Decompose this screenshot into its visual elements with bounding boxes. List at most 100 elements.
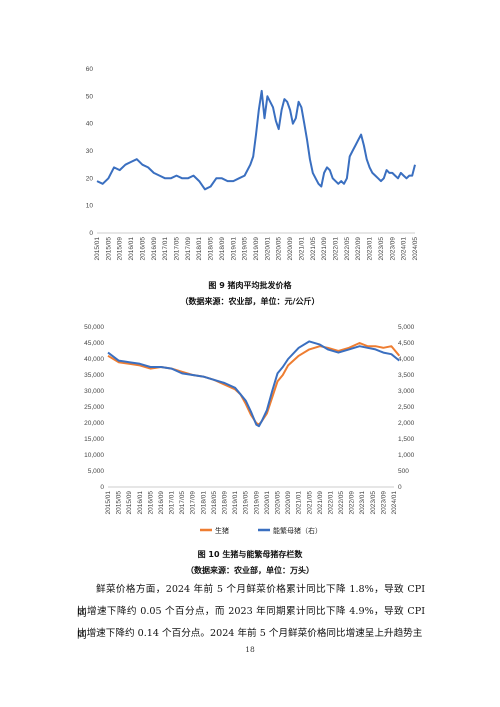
x-tick-label: 2023/09 [389, 237, 396, 261]
x-tick-label: 2023/05 [370, 491, 377, 515]
x-tick-label: 2017/09 [190, 491, 197, 515]
x-tick-label: 2019/05 [242, 237, 249, 261]
x-tick-label: 2016/05 [139, 237, 146, 261]
y-tick-label: 30 [86, 148, 94, 155]
x-tick-label: 2021/05 [306, 491, 313, 515]
y-tick-label: 15,000 [84, 436, 104, 443]
x-tick-label: 2019/01 [232, 491, 239, 515]
x-tick-label: 2015/01 [105, 491, 112, 515]
x-tick-label: 2022/05 [344, 237, 351, 261]
x-tick-label: 2020/05 [276, 237, 283, 261]
y-tick-label: 0 [100, 484, 104, 491]
x-tick-label: 2018/05 [208, 237, 215, 261]
body-line-3: 比增速下降约 0.14 个百分点。2024 年前 5 个月鲜菜价格同比增速呈上升… [77, 628, 423, 639]
body-line-2: 比增速下降约 0.05 个百分点，而 2023 年同期累计同比下降 4.9%，导… [77, 606, 425, 641]
x-tick-label: 2023/09 [380, 491, 387, 515]
y2-tick-label: 0 [398, 484, 402, 491]
legend-label: 能繁母猪（右） [273, 526, 322, 535]
x-tick-label: 2017/09 [185, 237, 192, 261]
x-tick-label: 2019/09 [253, 237, 260, 261]
x-tick-label: 2023/01 [367, 237, 374, 261]
figure9-caption: 图 9 猪肉平均批发价格 [208, 281, 292, 290]
x-tick-label: 2020/09 [287, 237, 294, 261]
x-tick-label: 2017/01 [169, 491, 176, 515]
y2-tick-label: 1,500 [398, 436, 415, 443]
x-tick-label: 2016/09 [151, 237, 158, 261]
x-tick-label: 2022/09 [355, 237, 362, 261]
x-tick-label: 2020/09 [285, 491, 292, 515]
y-tick-label: 5,000 [88, 468, 105, 475]
x-tick-label: 2022/01 [327, 491, 334, 515]
y-tick-label: 0 [89, 230, 93, 237]
x-tick-label: 2022/01 [333, 237, 340, 261]
x-tick-label: 2021/09 [321, 237, 328, 261]
x-tick-label: 2022/09 [349, 491, 356, 515]
y-tick-label: 50,000 [84, 324, 104, 331]
x-tick-label: 2016/05 [147, 491, 154, 515]
x-tick-label: 2017/01 [162, 237, 169, 261]
figure9-source: （数据来源：农业部，单位：元/公斤） [180, 297, 320, 306]
x-tick-label: 2017/05 [174, 237, 181, 261]
series-line-right [107, 340, 400, 428]
chart-hog-sow-inventory: 0 5,000 10,000 15,000 20,000 25,000 30,000 35,0… [84, 324, 415, 535]
x-tick-label: 2022/05 [338, 491, 345, 515]
x-tick-label: 2024/01 [391, 491, 398, 515]
y-tick-label: 40 [86, 121, 94, 128]
x-tick-label: 2021/01 [296, 491, 303, 515]
y-tick-label: 20,000 [84, 420, 104, 427]
y2-tick-label: 4,000 [398, 356, 415, 363]
chart-pork-wholesale-price: 0 10 20 30 40 50 60 2015/01 2015/05 2015/09 2016/0… [86, 66, 419, 261]
y2-tick-label: 3,000 [398, 388, 415, 395]
series-line-main [96, 89, 416, 191]
x-tick-label: 2015/09 [126, 491, 133, 515]
x-tick-label: 2021/01 [298, 237, 305, 261]
figure10-source: （数据来源：农业部，单位：万头） [186, 566, 314, 575]
x-tick-label: 2015/05 [116, 491, 123, 515]
x-tick-label: 2019/01 [230, 237, 237, 261]
x-tick-label: 2021/09 [317, 491, 324, 515]
x-tick-label: 2018/09 [222, 491, 229, 515]
y2-tick-label: 500 [398, 468, 409, 475]
y-tick-label: 25,000 [84, 404, 104, 411]
x-tick-label: 2019/09 [253, 491, 260, 515]
x-tick-label: 2018/09 [219, 237, 226, 261]
x-tick-label: 2020/01 [264, 491, 271, 515]
y2-tick-label: 1,000 [398, 452, 415, 459]
page-number: 18 [245, 645, 255, 654]
y2-tick-label: 4,500 [398, 340, 415, 347]
body-line-1: 鲜菜价格方面，2024 年前 5 个月鲜菜价格累计同比下降 1.8%，导致 CP… [77, 584, 425, 619]
y-tick-label: 35,000 [84, 372, 104, 379]
x-tick-label: 2021/05 [310, 237, 317, 261]
y-tick-label: 60 [86, 66, 94, 73]
chart-legend: 生猪 能繁母猪（右） [200, 526, 322, 535]
x-tick-label: 2018/01 [200, 491, 207, 515]
y-tick-label: 10,000 [84, 452, 104, 459]
figure10-caption: 图 10 生猪与能繁母猪存栏数 [197, 550, 303, 559]
x-tick-label: 2019/05 [243, 491, 250, 515]
y-tick-label: 30,000 [84, 388, 104, 395]
x-tick-label: 2023/05 [378, 237, 385, 261]
x-tick-label: 2020/05 [274, 491, 281, 515]
y2-tick-label: 5,000 [398, 324, 415, 331]
series-line-left [107, 342, 401, 426]
y-tick-label: 10 [86, 203, 94, 210]
x-tick-label: 2024/05 [412, 237, 419, 261]
x-tick-label: 2024/01 [401, 237, 408, 261]
y-tick-label: 50 [86, 93, 94, 100]
x-tick-label: 2015/05 [105, 237, 112, 261]
x-tick-label: 2015/09 [117, 237, 124, 261]
y-tick-label: 45,000 [84, 340, 104, 347]
y2-tick-label: 2,000 [398, 420, 415, 427]
x-tick-label: 2023/01 [359, 491, 366, 515]
y-tick-label: 40,000 [84, 356, 104, 363]
x-tick-label: 2017/05 [179, 491, 186, 515]
y2-tick-label: 2,500 [398, 404, 415, 411]
x-tick-label: 2016/01 [128, 237, 135, 261]
x-tick-label: 2020/01 [264, 237, 271, 261]
y-tick-label: 20 [86, 175, 94, 182]
legend-label: 生猪 [215, 526, 229, 535]
y2-tick-label: 3,500 [398, 372, 415, 379]
x-tick-label: 2016/01 [137, 491, 144, 515]
x-tick-label: 2018/01 [196, 237, 203, 261]
